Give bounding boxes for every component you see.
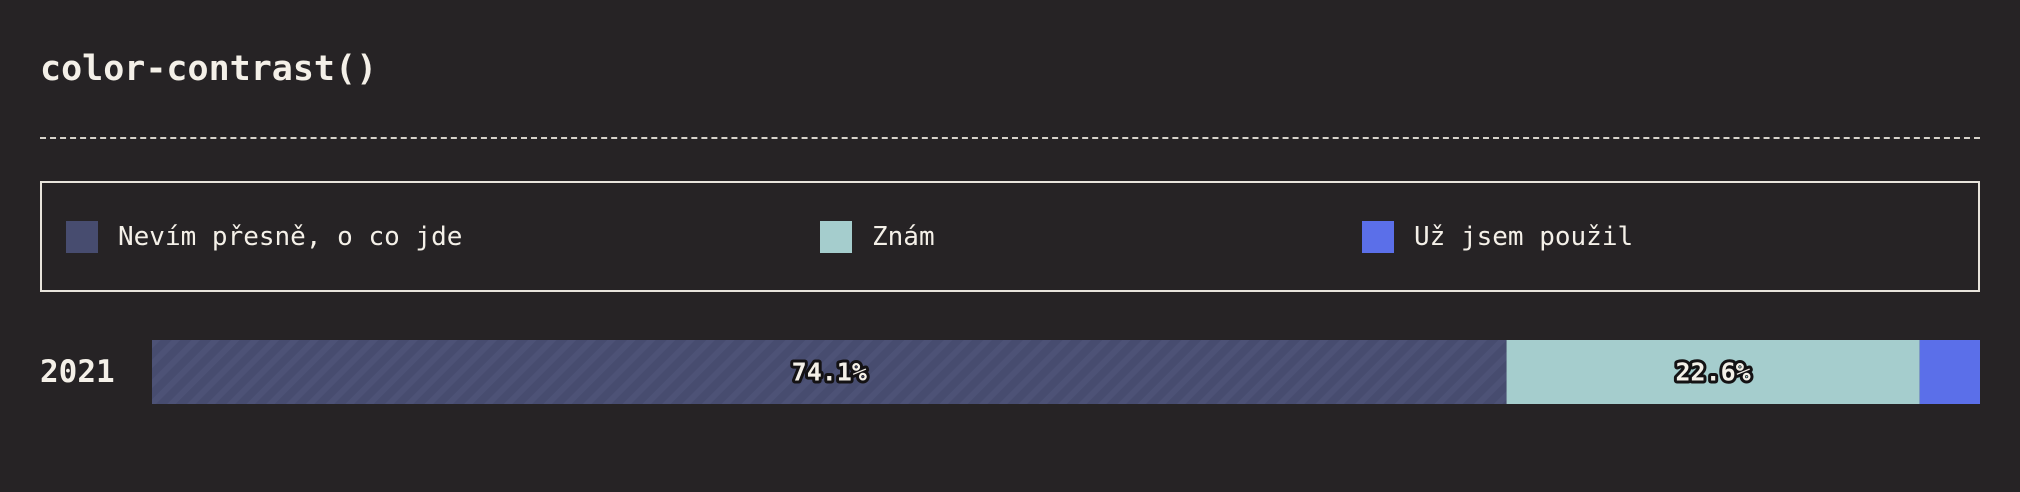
data-label-znam: 22.6% [1675,358,1750,387]
legend-swatch-unknown [66,220,98,253]
bar-segment-nevim-presne-o-co-jde[interactable] [152,340,1507,404]
legend: Nevím přesně, o co jde Znám Už jsem použ… [40,181,1980,292]
stacked-bar-2021: 74.1% 22.6% [152,340,1980,404]
legend-item-unknown[interactable]: Nevím přesně, o co jde [66,183,462,290]
legend-item-known[interactable]: Znám [820,183,935,290]
bar-segment-znam[interactable] [1506,340,1920,404]
legend-swatch-used [1362,220,1394,253]
legend-label-unknown: Nevím přesně, o co jde [118,221,463,252]
stacked-bar-svg: 74.1% 22.6% [152,340,1980,404]
legend-label-known: Znám [872,221,935,252]
bar-segment-uz-jsem-pouzil[interactable] [1919,340,1980,404]
legend-item-used[interactable]: Už jsem použil [1362,183,1633,290]
dashed-divider [40,137,1980,139]
legend-swatch-known [820,220,852,253]
legend-label-used: Už jsem použil [1414,221,1634,252]
chart-title: color-contrast() [40,49,378,89]
data-label-nevim-presne-o-co-jde: 74.1% [792,358,867,387]
row-label-2021: 2021 [40,354,115,390]
